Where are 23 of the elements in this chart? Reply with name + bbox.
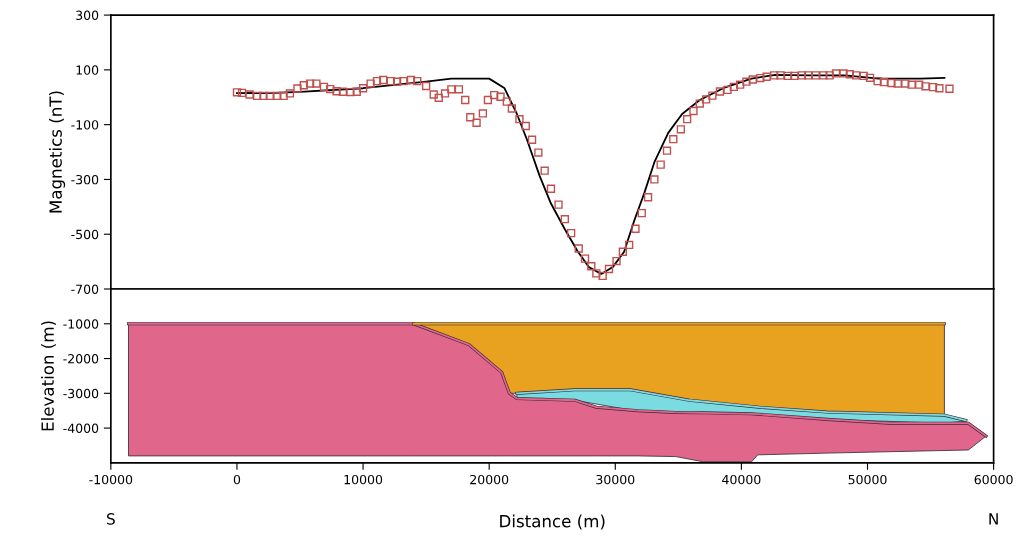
y-tick-label: -4000 xyxy=(63,423,99,434)
y-axis-title: Magnetics (nT) xyxy=(48,91,66,213)
y-tick-label: -100 xyxy=(71,120,99,130)
y-tick-label: -700 xyxy=(71,284,99,294)
x-axis-title: Distance (m) xyxy=(500,514,605,530)
x-tick-label: 20000 xyxy=(470,474,509,485)
y-tick-label: -500 xyxy=(71,229,99,240)
x-tick-label: 0 xyxy=(233,474,241,485)
y-tick-label: -300 xyxy=(71,174,99,185)
x-tick-label: 40000 xyxy=(722,474,761,485)
text: S xyxy=(107,513,115,525)
x-tick-label: 30000 xyxy=(596,474,635,485)
x-tick-label: -10000 xyxy=(89,474,133,485)
y-tick-label: 100 xyxy=(76,65,99,75)
text: N xyxy=(989,513,998,525)
y-tick-label: -3000 xyxy=(63,388,99,399)
x-tick-label: 10000 xyxy=(344,474,383,485)
y-axis-title: Elevation (m) xyxy=(41,321,56,431)
y-tick-label: 300 xyxy=(76,10,99,21)
x-tick-label: 60000 xyxy=(974,474,1013,485)
x-tick-label: 50000 xyxy=(848,474,887,485)
y-tick-label: -2000 xyxy=(63,354,99,364)
y-tick-label: -1000 xyxy=(63,319,99,329)
